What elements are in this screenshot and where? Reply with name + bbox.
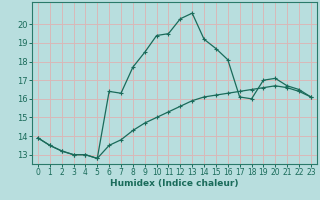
X-axis label: Humidex (Indice chaleur): Humidex (Indice chaleur) [110, 179, 239, 188]
